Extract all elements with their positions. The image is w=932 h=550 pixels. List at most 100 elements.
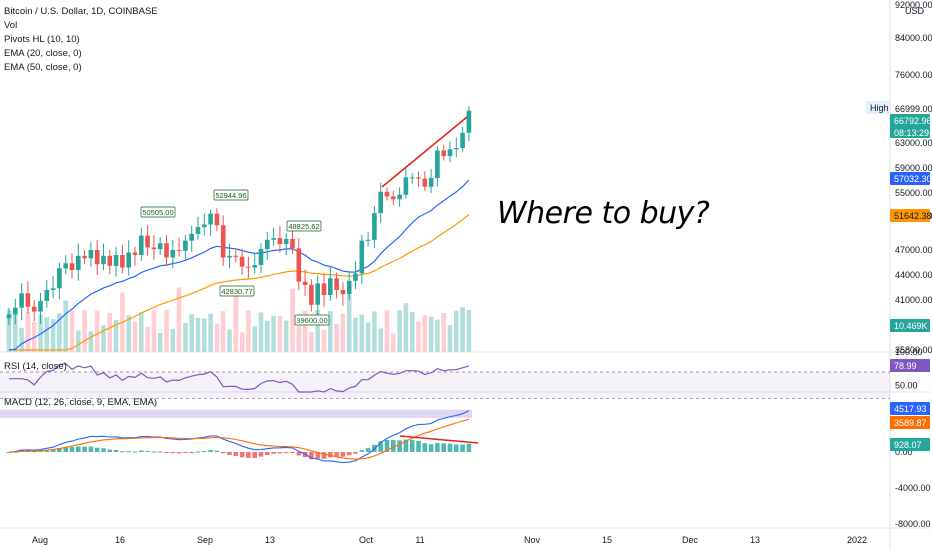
candle-body xyxy=(164,243,169,258)
candle-body xyxy=(441,150,446,157)
pivot-label: 42830.77 xyxy=(221,287,252,296)
macd-histogram-bar xyxy=(328,452,333,458)
candle-body xyxy=(113,255,119,266)
macd-histogram-bar xyxy=(391,440,396,452)
macd-histogram-bar xyxy=(6,452,12,453)
annotation-text[interactable]: Where to buy? xyxy=(497,196,710,231)
candle-body xyxy=(460,132,465,148)
macd-histogram-bar xyxy=(271,452,276,454)
high-label: High xyxy=(870,103,889,113)
macd-histogram-bar xyxy=(258,452,264,457)
volume-badge-bg xyxy=(890,319,930,332)
time-tick-label: 13 xyxy=(265,535,275,545)
rsi-value-badge-bg xyxy=(890,359,930,372)
volume-bar xyxy=(340,313,346,352)
candle-body xyxy=(76,255,81,270)
candle-body xyxy=(63,263,68,269)
time-tick-label: 15 xyxy=(602,535,612,545)
macd-value-badge-bg xyxy=(890,402,930,415)
candle-body xyxy=(6,314,12,319)
macd-tick-label: -8000.00 xyxy=(895,519,931,529)
candle-body xyxy=(252,265,257,268)
candle-body xyxy=(208,213,213,225)
volume-bar xyxy=(214,323,220,352)
volume-bar xyxy=(151,310,157,352)
volume-badge: 10.469K xyxy=(894,321,928,331)
volume-bar xyxy=(353,317,358,352)
histogram-value-badge: 928.07 xyxy=(894,440,922,450)
high-label-bg xyxy=(866,101,890,114)
macd-histogram-bar xyxy=(214,450,220,452)
volume-bar xyxy=(69,310,75,352)
pivot-label-box xyxy=(140,206,176,218)
ema20-line xyxy=(8,179,470,351)
candle-body xyxy=(132,252,138,255)
candle-body xyxy=(31,306,37,312)
macd-histogram-bar xyxy=(170,452,176,454)
candle-body xyxy=(126,252,131,268)
price-tick-label: 59000.00 xyxy=(895,163,932,173)
price-tick-label: 41000.00 xyxy=(895,295,932,305)
candle-body xyxy=(397,194,402,200)
rsi-legend: RSI (14, close) xyxy=(4,360,67,374)
candle-body xyxy=(435,150,440,178)
candle-body xyxy=(296,248,302,282)
macd-histogram-bar xyxy=(82,446,87,452)
candle-body xyxy=(214,213,220,226)
volume-bar xyxy=(359,314,365,352)
macd-histogram-bar xyxy=(397,440,402,452)
rsi-indicator-label[interactable]: RSI (14, close) xyxy=(4,361,67,372)
pivot-label: 52944.96 xyxy=(215,191,246,200)
ema20-indicator-label[interactable]: EMA (20, close, 0) xyxy=(4,48,82,59)
candle-body xyxy=(340,290,346,295)
candle-body xyxy=(271,238,276,240)
volume-bar xyxy=(208,313,213,352)
macd-histogram-bar xyxy=(183,452,188,453)
volume-bar xyxy=(189,314,194,352)
candle-body xyxy=(315,283,320,305)
rsi-line xyxy=(9,362,470,393)
macd-histogram-bar xyxy=(202,451,207,453)
candle-body xyxy=(466,110,472,133)
candle-body xyxy=(69,263,75,270)
volume-bar xyxy=(378,328,383,352)
macd-histogram-bar xyxy=(50,449,56,452)
ema20-badge-bg xyxy=(890,172,930,185)
macd-histogram-bar xyxy=(132,451,138,453)
macd-histogram-bar xyxy=(447,443,453,452)
pivot-label-box xyxy=(219,285,255,297)
vol-indicator-label[interactable]: Vol xyxy=(4,20,18,31)
volume-bar xyxy=(88,331,94,352)
macd-histogram-bar xyxy=(227,452,232,455)
macd-histogram-bar xyxy=(365,448,371,452)
candle-body xyxy=(302,281,308,285)
candle-body xyxy=(378,191,383,214)
ema50-indicator-label[interactable]: EMA (50, close, 0) xyxy=(4,62,82,73)
macd-histogram-bar xyxy=(76,446,81,452)
symbol-title[interactable]: Bitcoin / U.S. Dollar, 1D, COINBASE xyxy=(4,6,158,17)
macd-histogram-bar xyxy=(63,446,68,452)
volume-bar xyxy=(107,312,113,352)
candle-body xyxy=(19,293,24,308)
macd-indicator-label[interactable]: MACD (12, 26, close, 9, EMA, EMA) xyxy=(4,397,158,408)
volume-bar xyxy=(460,307,465,352)
candle-body xyxy=(454,148,459,150)
rsi-value-badge: 78.99 xyxy=(894,361,917,371)
volume-bar xyxy=(252,326,257,352)
rsi-tick-label: 50.00 xyxy=(895,380,918,390)
volume-bar xyxy=(82,310,87,352)
candle-body xyxy=(227,255,232,258)
macd-histogram-bar xyxy=(176,452,182,454)
signal-line xyxy=(8,418,470,460)
volume-bar xyxy=(44,317,50,352)
pivots-indicator-label[interactable]: Pivots HL (10, 10) xyxy=(4,34,80,45)
price-tick-label: 35800.00 xyxy=(895,345,932,355)
macd-histogram-bar xyxy=(384,439,390,452)
volume-bar xyxy=(50,319,56,352)
candle-body xyxy=(151,247,157,250)
volume-bar xyxy=(277,316,283,352)
volume-bar xyxy=(403,303,409,352)
price-tick-label: 55000.00 xyxy=(895,188,932,198)
